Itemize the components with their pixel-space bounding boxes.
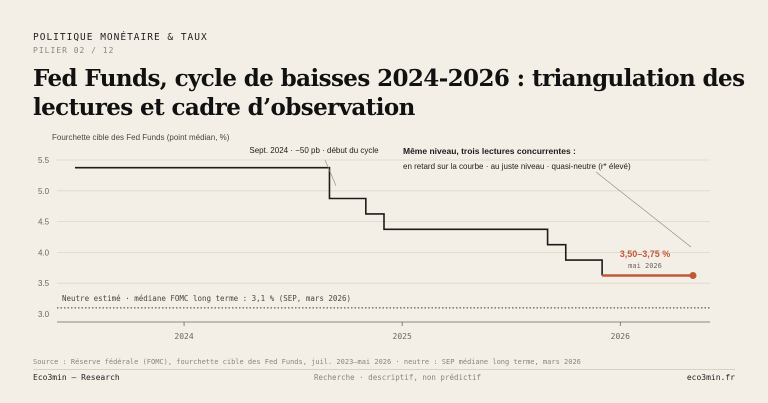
- brand-label: Eco3min — Research: [33, 373, 120, 382]
- pillar-counter: PILIER 02 / 12: [33, 46, 115, 55]
- footer-divider: [33, 369, 735, 370]
- grid-lines: [57, 159, 710, 323]
- readings-title: Même niveau, trois lectures concurrentes…: [403, 146, 576, 156]
- y-ticks: 3.0 3.5 4.0 4.5 5.0 5.5: [38, 156, 50, 319]
- x-tick-label: 2024: [174, 332, 193, 341]
- cycle-start-leader: [324, 159, 337, 186]
- readings-detail: en retard sur la courbe · au juste nivea…: [403, 162, 631, 171]
- page-title: Fed Funds, cycle de baisses 2024-2026 : …: [33, 65, 745, 121]
- section-kicker: POLITIQUE MONÉTAIRE & TAUX: [33, 32, 208, 43]
- site-link[interactable]: eco3min.fr: [686, 373, 735, 382]
- fed-funds-chart: Fourchette cible des Fed Funds (point mé…: [38, 133, 710, 341]
- source-note: Source : Réserve fédérale (FOMC), fourch…: [33, 358, 581, 366]
- current-date-label: mai 2026: [628, 262, 662, 270]
- disclaimer-note: Recherche · descriptif, non prédictif: [314, 373, 482, 382]
- neutral-rate-label: Neutre estimé · médiane FOMC long terme …: [62, 294, 351, 303]
- neutral-rate-reference: Neutre estimé · médiane FOMC long terme …: [57, 294, 710, 309]
- current-rate-marker: [689, 272, 697, 279]
- y-tick-label: 3.5: [38, 279, 50, 288]
- readings-leader: [595, 171, 692, 248]
- x-tick-label: 2025: [393, 332, 412, 341]
- rate-series: [75, 166, 697, 279]
- y-axis-label: Fourchette cible des Fed Funds (point mé…: [52, 133, 230, 142]
- y-tick-label: 4.0: [38, 248, 50, 257]
- cycle-start-annotation: Sept. 2024 · −50 pb · début du cycle: [249, 146, 379, 155]
- rate-history-line: [75, 166, 603, 276]
- x-ticks: 2024 2025 2026: [174, 322, 630, 341]
- y-tick-label: 3.0: [38, 310, 50, 319]
- y-tick-label: 5.0: [38, 187, 50, 196]
- y-tick-label: 4.5: [38, 218, 50, 227]
- annotations: Sept. 2024 · −50 pb · début du cycle Même…: [249, 146, 692, 270]
- y-tick-label: 5.5: [38, 156, 50, 165]
- current-value-label: 3,50–3,75 %: [620, 249, 671, 259]
- x-tick-label: 2026: [611, 332, 630, 341]
